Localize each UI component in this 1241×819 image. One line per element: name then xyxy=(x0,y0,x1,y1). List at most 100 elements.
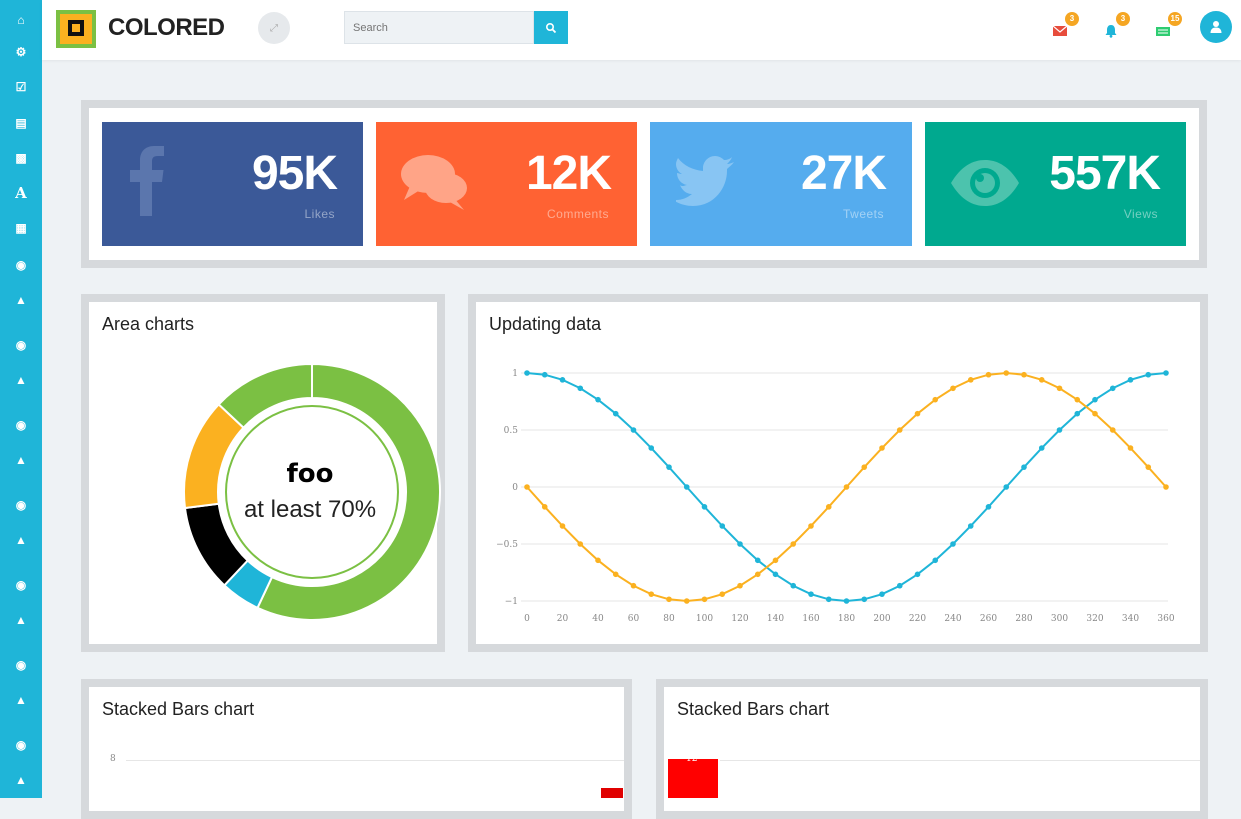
data-point xyxy=(559,523,566,529)
warning-icon[interactable]: ▲ xyxy=(15,373,27,387)
notifications-button[interactable]: 3 xyxy=(1102,12,1132,44)
donut-center-sub: at least 70% xyxy=(244,496,376,523)
data-point xyxy=(950,385,956,392)
file-icon[interactable]: ▤ xyxy=(15,116,27,130)
bar xyxy=(668,759,718,798)
data-point xyxy=(879,591,885,597)
stat-card-tweets[interactable]: 27K Tweets xyxy=(650,122,912,246)
warning-icon[interactable]: ▲ xyxy=(15,293,27,307)
data-point xyxy=(612,571,619,578)
data-point xyxy=(683,598,690,604)
data-point xyxy=(737,541,743,547)
check-square-icon[interactable]: ☑ xyxy=(15,80,27,94)
data-point xyxy=(967,523,974,529)
font-icon[interactable]: A xyxy=(15,184,27,202)
sidebar: ⌂ ⚙ ☑ ▤ ▩ A ▦ ◉ ▲ ◉ ▲ ◉ ▲ ◉ ▲ ◉ ▲ ◉ ▲ ◉ … xyxy=(0,0,42,798)
warning-icon[interactable]: ▲ xyxy=(15,453,27,467)
stat-label: Comments xyxy=(546,207,609,221)
stat-card-comments[interactable]: 12K Comments xyxy=(376,122,637,246)
x-tick-label: 40 xyxy=(592,614,604,624)
stat-card-views[interactable]: 557K Views xyxy=(925,122,1186,246)
data-point xyxy=(843,484,850,490)
map-marker-icon[interactable]: ◉ xyxy=(15,578,27,592)
search-icon xyxy=(545,22,557,33)
data-point xyxy=(1021,464,1027,470)
stat-value: 95K xyxy=(251,147,338,200)
table-icon[interactable]: ▦ xyxy=(15,221,27,235)
stacked-bars-panel-right xyxy=(656,679,1208,819)
map-marker-icon[interactable]: ◉ xyxy=(15,258,27,272)
twitter-icon xyxy=(676,156,734,206)
x-tick-label: 320 xyxy=(1086,614,1103,624)
data-point xyxy=(825,504,832,510)
data-point xyxy=(896,582,903,589)
home-icon[interactable]: ⌂ xyxy=(17,13,25,27)
logo-icon xyxy=(56,10,96,48)
warning-icon[interactable]: ▲ xyxy=(15,773,27,787)
data-point xyxy=(1056,385,1063,392)
data-point xyxy=(861,464,868,470)
search-button[interactable] xyxy=(534,11,568,44)
x-tick-label: 260 xyxy=(980,614,997,624)
data-point xyxy=(1092,410,1098,417)
stat-value: 27K xyxy=(800,147,887,200)
data-point xyxy=(1145,464,1152,470)
bar-chart-icon[interactable]: ▩ xyxy=(15,151,27,165)
facebook-icon xyxy=(130,146,164,216)
data-point xyxy=(967,377,974,383)
x-tick-label: 120 xyxy=(731,614,748,624)
payments-button[interactable]: 15 xyxy=(1154,12,1184,44)
money-icon xyxy=(1156,27,1170,36)
cogs-icon[interactable]: ⚙ xyxy=(15,45,27,59)
data-point xyxy=(719,591,726,597)
envelope-icon xyxy=(1053,26,1068,36)
data-point xyxy=(541,371,548,378)
data-point xyxy=(1038,445,1045,451)
updating-chart-panel xyxy=(468,294,1208,652)
x-tick-label: 160 xyxy=(802,614,819,624)
map-marker-icon[interactable]: ◉ xyxy=(15,498,27,512)
panel-title: Area charts xyxy=(102,314,195,334)
data-point xyxy=(719,523,726,529)
data-point xyxy=(1074,410,1081,417)
data-point xyxy=(1127,445,1134,451)
bar xyxy=(601,788,623,798)
data-point xyxy=(1021,371,1027,378)
data-point xyxy=(896,427,903,433)
warning-icon[interactable]: ▲ xyxy=(15,613,27,627)
data-point xyxy=(825,596,832,603)
data-point xyxy=(1003,484,1010,490)
donut-chart: foo at least 70% xyxy=(183,362,441,621)
data-point xyxy=(1163,370,1169,376)
data-point xyxy=(754,557,761,564)
panel-title: Stacked Bars chart xyxy=(677,699,830,719)
search-input[interactable] xyxy=(344,11,534,44)
data-point xyxy=(683,484,690,490)
user-avatar[interactable] xyxy=(1200,11,1232,43)
warning-icon[interactable]: ▲ xyxy=(15,693,27,707)
data-point xyxy=(559,377,566,383)
map-marker-icon[interactable]: ◉ xyxy=(15,738,27,752)
map-marker-icon[interactable]: ◉ xyxy=(15,658,27,672)
expand-icon[interactable]: ⤢ xyxy=(258,12,290,44)
brand-name[interactable]: COLORED xyxy=(108,14,225,41)
map-marker-icon[interactable]: ◉ xyxy=(15,418,27,432)
x-tick-label: 0 xyxy=(524,614,530,624)
data-point xyxy=(577,385,584,392)
messages-button[interactable]: 3 xyxy=(1051,12,1081,44)
y-tick-label: 0 xyxy=(512,483,518,493)
data-point xyxy=(648,591,655,597)
data-point xyxy=(790,541,797,547)
x-tick-label: 280 xyxy=(1015,614,1032,624)
grid-line xyxy=(720,760,1200,761)
warning-icon[interactable]: ▲ xyxy=(15,533,27,547)
stat-card-likes[interactable]: 95K Likes xyxy=(102,122,363,246)
data-point xyxy=(808,591,814,597)
stat-label: Likes xyxy=(304,207,335,221)
y-tick-label: −1 xyxy=(505,597,518,607)
data-point xyxy=(648,445,655,451)
y-tick-label: 1 xyxy=(512,369,518,379)
stat-value: 12K xyxy=(525,147,612,200)
data-point xyxy=(577,541,584,547)
map-marker-icon[interactable]: ◉ xyxy=(15,338,27,352)
